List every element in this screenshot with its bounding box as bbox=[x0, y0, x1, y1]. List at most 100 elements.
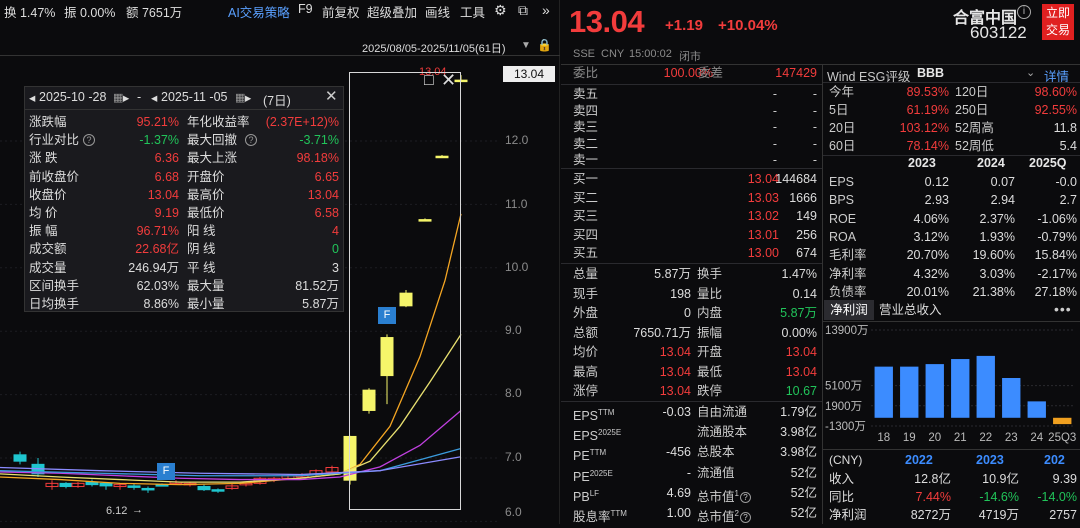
f9-button[interactable]: F9 bbox=[298, 2, 313, 16]
trade-button[interactable]: 立即交易 bbox=[1042, 4, 1074, 40]
more-dots-icon[interactable]: ••• bbox=[1054, 301, 1072, 317]
valuation-label: 总市值2? bbox=[697, 504, 751, 524]
bid-price[interactable]: 13.01 bbox=[747, 227, 779, 242]
fin-label: EPS bbox=[829, 175, 855, 189]
days-count: (7日) bbox=[263, 94, 291, 108]
panel-label: 涨跌幅 bbox=[29, 115, 67, 129]
candle-body bbox=[454, 79, 468, 83]
panel-value: (2.37E+12)% bbox=[265, 115, 339, 129]
help-icon[interactable]: ? bbox=[83, 134, 95, 147]
info-icon[interactable]: i bbox=[1017, 5, 1031, 19]
annual-value: -14.6% bbox=[979, 490, 1019, 504]
bid-label[interactable]: 买一 bbox=[573, 172, 599, 186]
collapse-icon[interactable]: » bbox=[542, 2, 550, 18]
bar-xtick-label: 25Q3 bbox=[1048, 432, 1076, 444]
panel-value: 4 bbox=[332, 224, 339, 239]
tools-button[interactable]: 工具 bbox=[460, 6, 486, 20]
bar-xtick-label: 22 bbox=[979, 432, 992, 444]
restore-button[interactable]: 前复权 bbox=[322, 6, 360, 20]
chevron-down-icon[interactable]: ⌄ bbox=[1026, 67, 1036, 79]
candle-body bbox=[127, 485, 141, 488]
close-icon[interactable]: ✕ bbox=[441, 70, 457, 90]
tab-net-profit[interactable]: 净利润 bbox=[824, 300, 874, 320]
low-arrow-icon: → bbox=[132, 504, 143, 516]
fin-value: 3.03% bbox=[979, 266, 1015, 281]
date-from[interactable]: 2025-10 -28 bbox=[39, 90, 107, 104]
help-icon[interactable]: ? bbox=[739, 512, 751, 524]
panel-value: 6.65 bbox=[314, 169, 339, 184]
tab-revenue[interactable]: 营业总收入 bbox=[879, 303, 942, 317]
kline-chart[interactable]: 换 1.47% 振 0.00% 额 7651万 AI交易策略 F9 前复权 超级… bbox=[0, 0, 560, 524]
next-date-icon[interactable]: ▸ bbox=[245, 91, 252, 105]
f-event-marker[interactable]: F bbox=[378, 307, 396, 324]
esg-label: Wind ESG评级 bbox=[827, 70, 911, 84]
fin-value: 0.12 bbox=[924, 175, 949, 189]
overlay-button[interactable]: 超级叠加 bbox=[367, 6, 418, 20]
draw-button[interactable]: 画线 bbox=[425, 6, 451, 20]
stat-label: 振幅 bbox=[697, 325, 723, 340]
annual-label: 净利润 bbox=[829, 508, 867, 522]
dropdown-arrow-icon[interactable]: ▼ bbox=[521, 40, 531, 51]
valuation-superscript: TTM bbox=[598, 408, 615, 417]
bid-label[interactable]: 买二 bbox=[573, 190, 599, 205]
calendar-icon[interactable]: ▦ bbox=[235, 92, 246, 104]
panel-value: 81.52万 bbox=[295, 278, 339, 293]
bid-price[interactable]: 13.02 bbox=[747, 209, 779, 223]
panel-label: 日均换手 bbox=[29, 297, 80, 311]
help-icon[interactable]: ? bbox=[245, 134, 257, 147]
panel-value: 0 bbox=[332, 242, 339, 257]
panel-value: 246.94万 bbox=[128, 260, 179, 275]
esg-detail-link[interactable]: 详情 bbox=[1044, 70, 1070, 84]
valuation-metric: 总市值 bbox=[697, 510, 735, 525]
stat-value: 0 bbox=[684, 306, 691, 320]
bid-label[interactable]: 买三 bbox=[573, 209, 599, 223]
candle-body bbox=[45, 482, 59, 488]
next-date-icon[interactable]: ▸ bbox=[123, 91, 130, 105]
stat-label: 开盘 bbox=[697, 345, 723, 359]
panel-value: 5.87万 bbox=[302, 297, 339, 311]
panel-value: -1.37% bbox=[139, 133, 179, 148]
valuation-label: PBLF bbox=[573, 484, 599, 504]
profit-bar bbox=[900, 366, 919, 418]
moving-average-line bbox=[0, 447, 462, 477]
f-event-marker[interactable]: F bbox=[157, 463, 175, 480]
profit-bar bbox=[1002, 378, 1021, 418]
candlestick-plot[interactable] bbox=[0, 55, 560, 525]
help-icon[interactable]: ? bbox=[739, 491, 751, 503]
fin-label: 毛利率 bbox=[829, 248, 867, 263]
amplitude-label: 振 0.00% bbox=[64, 6, 116, 20]
ask-label: 卖二 bbox=[573, 136, 599, 151]
ai-strategy-button[interactable]: AI交易策略 bbox=[228, 6, 290, 20]
annual-value: 9.39 bbox=[1052, 472, 1077, 486]
bid-price[interactable]: 13.03 bbox=[747, 190, 779, 205]
valuation-value: 52亿 bbox=[790, 465, 817, 480]
bid-label[interactable]: 买五 bbox=[573, 246, 599, 260]
calendar-icon[interactable]: ▦ bbox=[113, 92, 124, 104]
settings-icon[interactable]: ⚙ bbox=[494, 2, 507, 18]
valuation-superscript: LF bbox=[589, 488, 600, 498]
bid-price[interactable]: 13.04 bbox=[747, 172, 779, 186]
bid-price[interactable]: 13.00 bbox=[747, 246, 779, 260]
price-tick: 8.0 bbox=[505, 386, 522, 400]
candle-body bbox=[141, 487, 155, 491]
date-to[interactable]: 2025-11 -05 bbox=[161, 90, 228, 104]
bid-volume: 256 bbox=[796, 227, 817, 242]
lock-icon[interactable]: 🔒 bbox=[537, 38, 552, 52]
annual-value: 8272万 bbox=[910, 508, 951, 522]
bid-label[interactable]: 买四 bbox=[573, 227, 599, 242]
prev-date-icon[interactable]: ◂ bbox=[29, 91, 36, 105]
valuation-superscript: 1 bbox=[734, 488, 739, 498]
stat-value: 10.67 bbox=[785, 384, 817, 398]
fin-year: 2024 bbox=[977, 156, 1005, 170]
valuation-label: PE2025E bbox=[573, 464, 613, 484]
range-selection-box[interactable] bbox=[349, 72, 461, 510]
panel-label: 最大回撤 bbox=[187, 133, 238, 148]
close-icon[interactable]: ✕ bbox=[325, 88, 338, 105]
valuation-value: 4.69 bbox=[666, 485, 691, 500]
copy-icon[interactable]: ⧉ bbox=[518, 2, 528, 18]
maximize-icon[interactable]: □ bbox=[424, 72, 434, 89]
fin-value: 2.93 bbox=[924, 193, 949, 208]
ask-price: - bbox=[772, 153, 777, 167]
valuation-value bbox=[641, 423, 691, 443]
prev-date-icon[interactable]: ◂ bbox=[151, 91, 158, 105]
